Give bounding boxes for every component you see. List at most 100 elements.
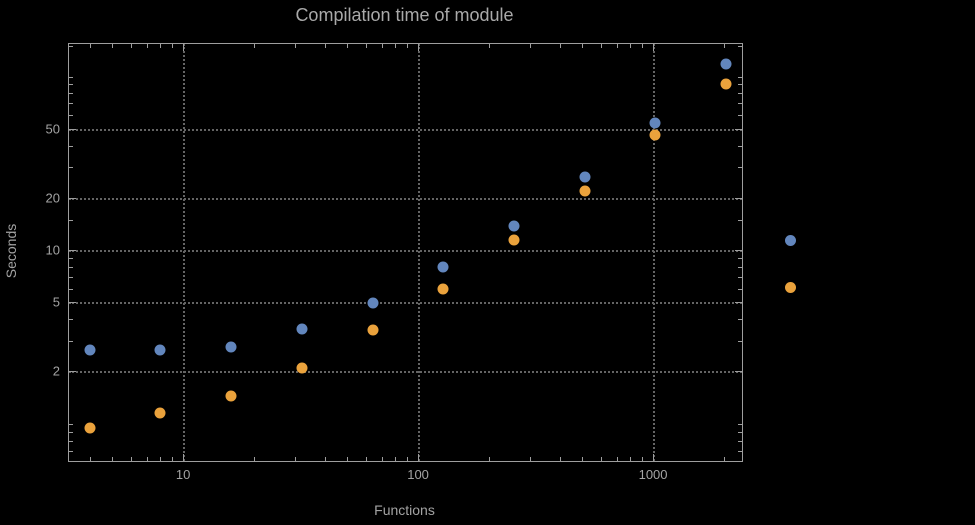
data-point [649,117,661,129]
x-minor-tick [381,457,383,461]
x-tick-label: 10 [175,467,191,482]
y-minor-tick [738,219,742,221]
y-minor-tick [738,288,742,290]
chart-title: Compilation time of module [295,5,514,25]
y-minor-tick [69,115,73,117]
x-minor-tick [160,44,162,48]
x-minor-tick [365,44,367,48]
data-point [649,129,661,141]
x-minor-tick [130,44,132,48]
y-tick [69,302,76,304]
x-minor-tick [130,457,132,461]
data-point [84,344,96,356]
y-minor-tick [738,84,742,86]
y-minor-tick [738,258,742,260]
y-minor-tick [69,277,73,279]
x-minor-tick [582,457,584,461]
x-minor-tick [407,457,409,461]
x-minor-tick [395,457,397,461]
x-minor-tick [407,44,409,48]
y-minor-tick [738,319,742,321]
data-point [720,78,732,90]
data-point [437,261,449,273]
data-point [84,422,96,434]
x-minor-tick [89,44,91,48]
y-minor-tick [738,45,742,47]
x-minor-tick [600,457,602,461]
y-minor-tick [738,167,742,169]
x-minor-tick [89,457,91,461]
data-point [154,407,166,419]
y-minor-tick [69,84,73,86]
x-tick [418,454,420,461]
y-minor-tick [69,319,73,321]
y-minor-tick [69,423,73,425]
data-point [720,58,732,70]
x-minor-tick [559,457,561,461]
y-minor-tick [738,115,742,117]
x-minor-tick [630,44,632,48]
y-minor-tick [738,266,742,268]
data-point [367,297,379,309]
y-minor-tick [69,450,73,452]
y-gridline [69,197,742,200]
x-minor-tick [295,457,297,461]
x-minor-tick [395,44,397,48]
y-minor-tick [69,288,73,290]
data-point [437,283,449,295]
y-tick [735,128,742,130]
y-axis-label: Seconds [3,223,19,279]
y-tick-label: 2 [52,363,60,379]
x-minor-tick [253,44,255,48]
data-point [296,323,308,335]
x-minor-tick [530,44,532,48]
plot-area: 10 100 1000 2 5 10 20 50 [46,43,743,482]
data-point [508,234,520,246]
x-tick-label: 100 [407,467,429,482]
y-minor-tick [69,103,73,105]
x-gridline [418,44,421,461]
x-minor-tick [347,457,349,461]
y-minor-tick [738,76,742,78]
y-tick [735,302,742,304]
x-minor-tick [172,457,174,461]
y-minor-tick [69,93,73,95]
y-tick [69,371,76,373]
data-point [367,324,379,336]
legend [785,235,796,293]
y-gridline [69,371,742,374]
y-minor-tick [69,258,73,260]
y-minor-tick [738,93,742,95]
x-minor-tick [253,457,255,461]
x-minor-tick [559,44,561,48]
y-minor-tick [69,167,73,169]
y-minor-tick [69,440,73,442]
x-minor-tick [616,44,618,48]
y-minor-tick [738,145,742,147]
data-point [579,185,591,197]
x-minor-tick [112,457,114,461]
y-minor-tick [69,340,73,342]
x-minor-tick [582,44,584,48]
y-tick-label: 10 [45,242,60,258]
y-tick [735,197,742,199]
x-minor-tick [488,457,490,461]
y-tick [735,371,742,373]
y-tick [69,128,76,130]
x-tick-label: 1000 [638,467,668,482]
x-minor-tick [365,457,367,461]
y-tick [69,197,76,199]
y-minor-tick [69,219,73,221]
x-minor-tick [616,457,618,461]
data-point [154,344,166,356]
y-gridline [69,302,742,305]
y-minor-tick [738,431,742,433]
x-minor-tick [642,457,644,461]
y-minor-tick [738,340,742,342]
x-minor-tick [723,44,725,48]
x-minor-tick [530,457,532,461]
x-minor-tick [324,44,326,48]
x-tick [653,44,655,51]
y-tick-label: 5 [52,294,60,310]
